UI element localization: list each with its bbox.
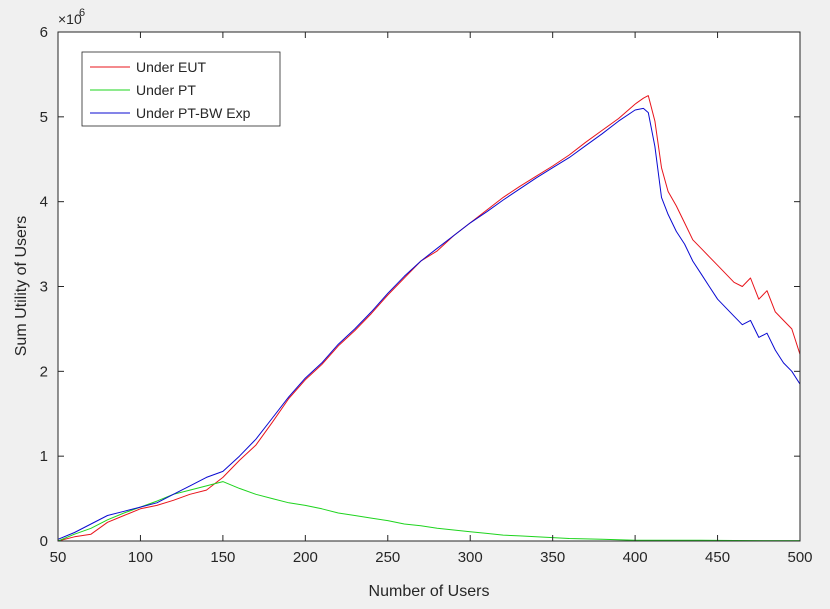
- y-tick-label: 5: [40, 109, 48, 126]
- legend: Under EUT Under PT Under PT-BW Exp: [81, 51, 281, 127]
- y-tick-label: 6: [40, 24, 48, 41]
- y-axis-ticks: 0 1 2 3 4 5 6: [40, 24, 800, 550]
- y-multiplier-exponent: 6: [79, 7, 85, 19]
- x-tick-label: 500: [787, 549, 812, 566]
- legend-label-pt: Under PT: [136, 82, 196, 98]
- x-tick-label: 50: [50, 549, 67, 566]
- legend-label-pt-bw-exp: Under PT-BW Exp: [136, 105, 251, 121]
- y-axis-label: Sum Utility of Users: [13, 216, 30, 356]
- x-tick-label: 350: [540, 549, 565, 566]
- y-multiplier-label: ×10: [58, 11, 82, 27]
- x-axis-label: Number of Users: [369, 583, 490, 600]
- y-tick-label: 4: [40, 194, 48, 211]
- x-tick-label: 150: [210, 549, 235, 566]
- x-tick-label: 200: [293, 549, 318, 566]
- x-tick-label: 250: [375, 549, 400, 566]
- legend-label-eut: Under EUT: [136, 59, 206, 75]
- y-multiplier: ×10 6: [58, 7, 85, 27]
- x-tick-label: 400: [623, 549, 648, 566]
- x-tick-label: 300: [458, 549, 483, 566]
- x-tick-label: 450: [705, 549, 730, 566]
- series-line-pt-bw-exp: [57, 107, 801, 540]
- series-line-pt: [57, 481, 800, 542]
- y-tick-label: 1: [40, 448, 48, 465]
- legend-box: [81, 51, 281, 127]
- x-axis-ticks: 50 100 150 200 250 300 350 400 450 500: [50, 32, 813, 566]
- y-tick-label: 2: [40, 363, 48, 380]
- series-layer: [57, 95, 801, 542]
- y-tick-label: 0: [40, 533, 48, 550]
- x-tick-label: 100: [128, 549, 153, 566]
- y-tick-label: 3: [40, 279, 48, 296]
- series-line-eut: [57, 95, 801, 542]
